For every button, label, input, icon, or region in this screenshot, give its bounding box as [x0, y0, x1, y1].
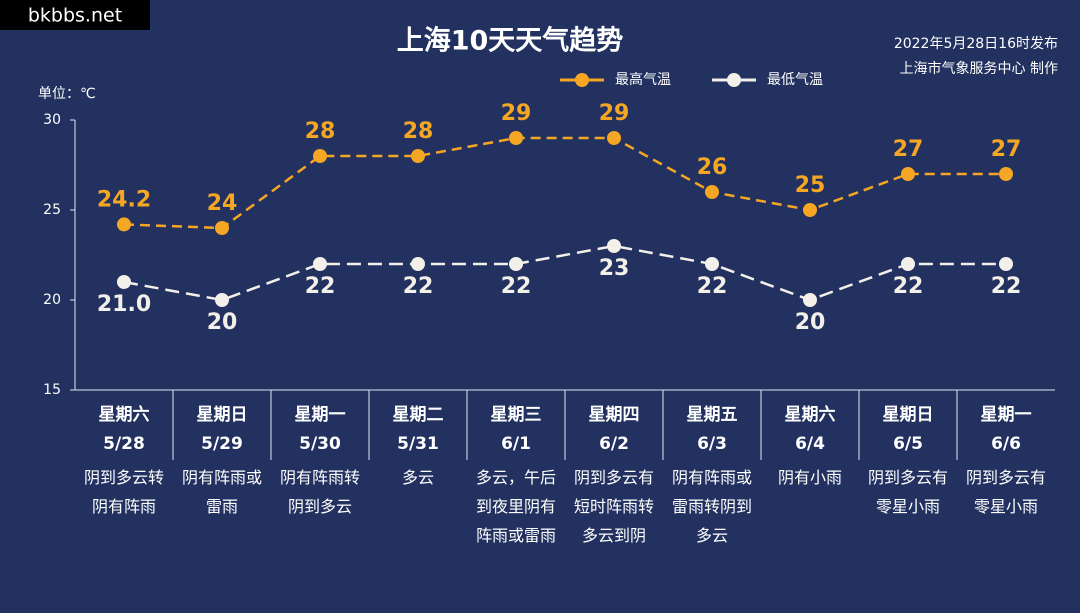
weather-text: 阴到多云有零星小雨 [867, 468, 948, 516]
data-label: 22 [991, 274, 1022, 299]
data-label: 29 [599, 101, 630, 126]
data-label: 20 [207, 310, 238, 335]
x-tick-label: 6/1 [501, 434, 531, 454]
data-point [999, 167, 1013, 181]
data-label: 24 [207, 191, 238, 216]
x-tick-label: 6/3 [697, 434, 727, 454]
watermark-box [0, 0, 150, 30]
weekday: 星期六 [785, 404, 836, 425]
publish-time: 2022年5月28日16时发布 [894, 36, 1058, 52]
data-point [803, 203, 817, 217]
producer: 上海市气象服务中心 制作 [900, 60, 1058, 77]
legend-marker [575, 73, 589, 87]
data-label: 22 [403, 274, 434, 299]
data-label: 24.2 [97, 187, 151, 212]
weekday: 星期日 [883, 405, 934, 425]
weather-text: 阴到多云转阴有阵雨 [83, 468, 164, 516]
weather-text: 多云，午后到夜里阴有阵雨或雷雨 [475, 468, 556, 545]
weather-text: 阴到多云有零星小雨 [965, 468, 1046, 516]
x-tick-label: 6/5 [893, 434, 923, 454]
data-label: 27 [991, 137, 1022, 162]
y-axis-label: 单位：℃ [38, 86, 96, 102]
weekday: 星期一 [295, 405, 346, 425]
weather-text: 阴到多云有短时阵雨转多云到阴 [573, 468, 654, 545]
data-label: 22 [697, 274, 728, 299]
data-point [411, 257, 425, 271]
x-tick-label: 5/30 [299, 434, 341, 454]
data-point [313, 149, 327, 163]
legend-label: 最低气温 [767, 72, 823, 88]
weekday: 星期四 [589, 405, 640, 425]
weekday: 星期六 [99, 404, 150, 425]
watermark: bkbbs.net [28, 5, 122, 27]
x-tick-label: 5/28 [103, 434, 145, 454]
weather-text: 阴有阵雨或雷雨转阴到多云 [671, 468, 752, 545]
x-tick-label: 5/31 [397, 434, 439, 454]
x-tick-label: 5/29 [201, 434, 243, 454]
weekday: 星期三 [491, 405, 542, 425]
weather-text: 阴有阵雨或雷雨 [181, 468, 262, 516]
weekday: 星期日 [197, 405, 248, 425]
data-point [705, 257, 719, 271]
weekday: 星期五 [687, 405, 738, 425]
chart-title: 上海10天天气趋势 [397, 26, 624, 57]
data-label: 27 [893, 137, 924, 162]
data-point [705, 185, 719, 199]
y-tick-label: 20 [43, 292, 61, 308]
data-point [999, 257, 1013, 271]
data-label: 26 [697, 155, 728, 180]
data-point [901, 257, 915, 271]
data-label: 23 [599, 256, 630, 281]
data-label: 22 [893, 274, 924, 299]
data-point [901, 167, 915, 181]
data-point [215, 221, 229, 235]
data-label: 20 [795, 310, 826, 335]
data-label: 28 [305, 119, 336, 144]
weekday: 星期二 [393, 405, 444, 425]
data-label: 21.0 [97, 292, 151, 317]
x-tick-label: 6/2 [599, 434, 629, 454]
y-tick-label: 15 [43, 382, 61, 398]
data-point [215, 293, 229, 307]
data-point [509, 257, 523, 271]
weather-text: 阴有小雨 [777, 468, 842, 487]
data-label: 25 [795, 173, 826, 198]
weekday: 星期一 [981, 405, 1032, 425]
data-point [607, 239, 621, 253]
data-point [411, 149, 425, 163]
series-line [123, 136, 1006, 230]
data-point [117, 217, 131, 232]
weather-text: 多云 [401, 468, 434, 487]
data-label: 28 [403, 119, 434, 144]
x-tick-label: 6/6 [991, 434, 1021, 454]
data-point [313, 257, 327, 271]
legend-marker [727, 73, 741, 87]
data-point [117, 275, 131, 289]
data-label: 29 [501, 101, 532, 126]
data-point [509, 131, 523, 145]
series-line [123, 244, 1006, 302]
legend-label: 最高气温 [615, 71, 671, 88]
weather-text: 阴有阵雨转阴到多云 [279, 468, 360, 516]
data-point [803, 293, 817, 307]
x-tick-label: 6/4 [795, 434, 825, 454]
y-tick-label: 25 [43, 202, 61, 218]
data-label: 22 [501, 274, 532, 299]
data-point [607, 131, 621, 145]
y-tick-label: 30 [43, 112, 61, 128]
data-label: 22 [305, 274, 336, 299]
